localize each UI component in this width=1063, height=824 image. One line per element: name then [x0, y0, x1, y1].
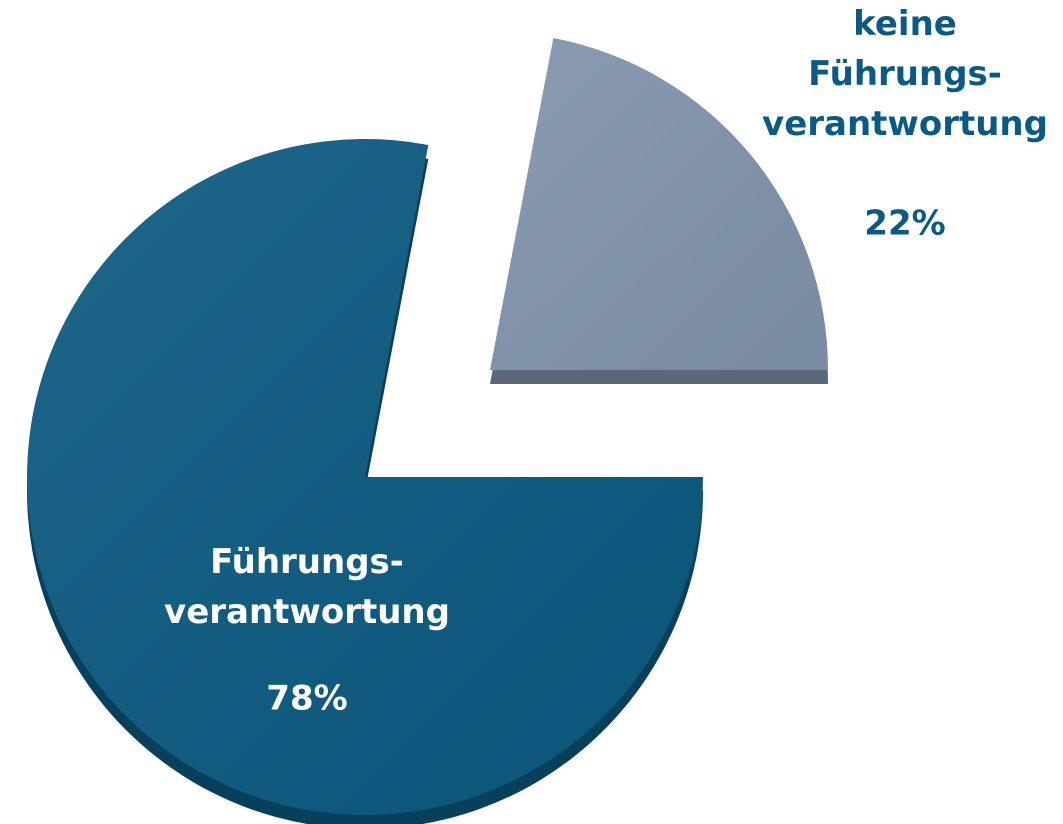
label-line: verantwortung — [164, 592, 450, 632]
slice-label: Führungs-verantwortung — [164, 542, 450, 632]
slice-gloss — [490, 37, 828, 370]
label-line: Führungs- — [808, 54, 1002, 94]
slice — [490, 37, 828, 384]
slice — [26, 139, 703, 824]
label-line: Führungs- — [210, 542, 404, 582]
label-line: keine — [853, 4, 957, 44]
value-label: 78% — [266, 679, 347, 719]
label-line: verantwortung — [762, 104, 1048, 144]
value-label: 22% — [864, 204, 945, 244]
slice-gloss — [26, 139, 703, 815]
slice-label: keine Führungs-verantwortung — [762, 4, 1048, 144]
